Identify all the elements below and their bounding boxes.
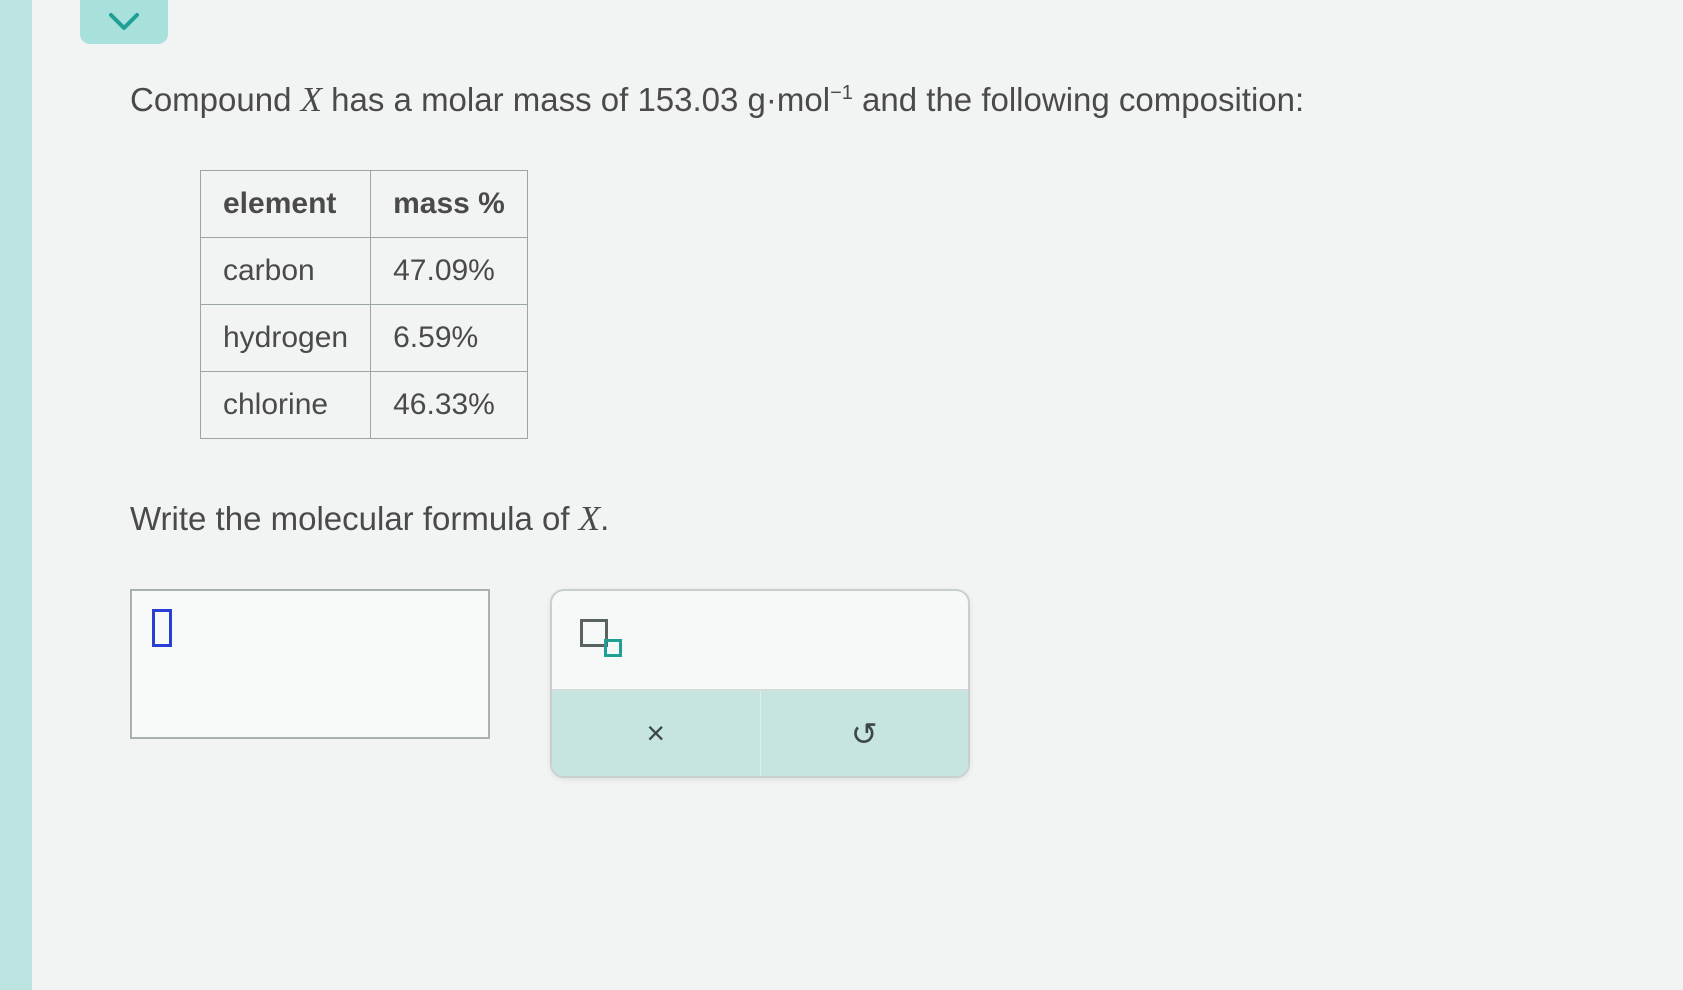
left-accent-strip [0,0,32,990]
q-prefix: Compound [130,81,301,118]
subscript-tool-button[interactable] [580,619,630,661]
p2-variable: X [579,499,600,538]
prompt-text: Write the molecular formula of X. [130,499,1623,539]
chevron-down-icon [107,11,141,33]
cell-element: carbon [201,238,371,305]
tool-panel-bottom: × ↺ [552,691,968,776]
tool-panel: × ↺ [550,589,970,778]
tool-panel-top [552,591,968,691]
composition-table: element mass % carbon 47.09% hydrogen 6.… [200,170,528,439]
cell-element: chlorine [201,372,371,439]
table-row: carbon 47.09% [201,238,528,305]
cell-mass: 47.09% [371,238,528,305]
clear-button[interactable]: × [552,691,760,776]
table-row: chlorine 46.33% [201,372,528,439]
q-suffix: and the following composition: [853,81,1304,118]
answer-input[interactable] [130,589,490,739]
cell-mass: 46.33% [371,372,528,439]
subscript-sub-icon [604,639,622,657]
question-text: Compound X has a molar mass of 153.03 g·… [130,80,1623,120]
p2-suffix: . [600,500,609,537]
undo-icon: ↺ [851,715,878,753]
close-icon: × [646,715,665,752]
q-unit-main: g·mol [738,81,830,118]
p2-prefix: Write the molecular formula of [130,500,579,537]
q-variable: X [301,80,322,119]
col-header-mass: mass % [371,171,528,238]
table-header-row: element mass % [201,171,528,238]
reset-button[interactable]: ↺ [760,691,969,776]
collapse-toggle[interactable] [80,0,168,44]
q-unit-exp: −1 [830,82,853,104]
cell-mass: 6.59% [371,305,528,372]
input-cursor-icon [152,609,172,647]
cell-element: hydrogen [201,305,371,372]
col-header-element: element [201,171,371,238]
q-mid: has a molar mass of [322,81,637,118]
problem-container: Compound X has a molar mass of 153.03 g·… [130,80,1623,778]
table-row: hydrogen 6.59% [201,305,528,372]
q-mass-value: 153.03 [637,81,738,118]
answer-row: × ↺ [130,589,1623,778]
